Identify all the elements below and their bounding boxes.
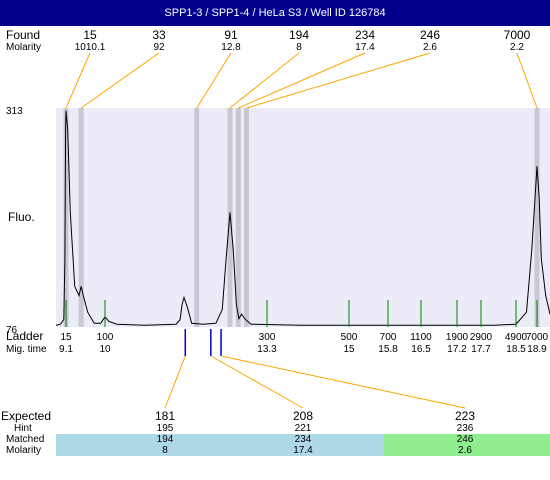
ladder-time-7: 17.7 [471, 344, 491, 355]
found-molarity-6: 2.2 [510, 42, 524, 53]
plot-area [56, 108, 550, 327]
hint-label: Hint [14, 423, 32, 434]
matched-molarity-0: 8 [162, 445, 168, 456]
expected-size-0: 181 [155, 409, 175, 423]
found-connector-4 [238, 52, 366, 109]
found-size-0: 15 [83, 28, 97, 42]
ladder-size-6: 1900 [446, 332, 469, 343]
found-size-4: 234 [355, 28, 375, 42]
ladder-size-2: 300 [259, 332, 276, 343]
expected-connector-1 [210, 355, 304, 409]
title-bar: SPP1-3 / SPP1-4 / HeLa S3 / Well ID 1267… [0, 0, 550, 26]
matched-row-blue [56, 434, 384, 456]
expected-hint-0: 195 [157, 423, 174, 434]
found-molarity-4: 17.4 [355, 42, 375, 53]
ladder-size-5: 1100 [410, 332, 432, 343]
expected-hint-1: 221 [295, 423, 312, 434]
found-molarity-0: 1010.1 [75, 42, 106, 53]
found-connector-3 [229, 52, 300, 109]
expected-connector-2 [220, 355, 466, 409]
ladder-time-3: 15 [343, 344, 355, 355]
matched-row-green [384, 434, 550, 456]
peak-band-4 [235, 108, 241, 327]
peak-band-6 [534, 108, 540, 327]
found-size-1: 33 [152, 28, 166, 42]
ladder-time-1: 10 [99, 344, 111, 355]
expected-size-2: 223 [455, 409, 475, 423]
y-tick-min: 76 [6, 325, 18, 336]
ladder-size-3: 500 [341, 332, 358, 343]
matched-size-0: 194 [157, 434, 174, 445]
peak-band-1 [78, 108, 84, 327]
matched-size-2: 246 [457, 434, 474, 445]
y-axis-label: Fluo. [8, 210, 35, 224]
found-size-6: 7000 [504, 28, 531, 42]
ladder-size-9: 7000 [526, 332, 549, 343]
found-molarity-5: 2.6 [423, 42, 437, 53]
found-size-3: 194 [289, 28, 309, 42]
found-connector-2 [196, 52, 232, 109]
found-molarity-2: 12.8 [221, 42, 241, 53]
found-connector-6 [516, 52, 538, 109]
found-label: Found [6, 28, 40, 42]
found-connector-0 [65, 52, 91, 109]
ladder-time-4: 15.8 [378, 344, 398, 355]
found-connector-5 [246, 52, 431, 109]
mig-time-label: Mig. time [6, 344, 47, 355]
ladder-time-6: 17.2 [447, 344, 467, 355]
ladder-time-0: 9.1 [59, 344, 73, 355]
found-connector-1 [80, 52, 160, 109]
trace-line [55, 110, 550, 326]
expected-label: Expected [1, 409, 51, 423]
ladder-time-9: 18.9 [527, 344, 547, 355]
matched-molarity-1: 17.4 [293, 445, 313, 456]
expected-size-1: 208 [293, 409, 313, 423]
matched-size-1: 234 [295, 434, 312, 445]
found-molarity-3: 8 [296, 42, 302, 53]
matched-molarity-2: 2.6 [458, 445, 472, 456]
ladder-label: Ladder [6, 329, 43, 343]
found-molarity-1: 92 [153, 42, 165, 53]
molarity-bottom-label: Molarity [6, 445, 41, 456]
found-size-5: 246 [420, 28, 440, 42]
expected-connector-0 [164, 355, 186, 409]
peak-band-0 [63, 108, 69, 327]
molarity-label: Molarity [6, 42, 41, 53]
ladder-size-4: 700 [380, 332, 397, 343]
ladder-time-8: 18.5 [506, 344, 526, 355]
matched-label: Matched [6, 434, 44, 445]
ladder-size-7: 2900 [470, 332, 493, 343]
ladder-time-5: 16.5 [411, 344, 431, 355]
ladder-time-2: 13.3 [257, 344, 277, 355]
ladder-size-0: 15 [60, 332, 72, 343]
expected-hint-2: 236 [457, 423, 474, 434]
found-size-2: 91 [224, 28, 238, 42]
peak-band-2 [194, 108, 200, 327]
peak-band-5 [244, 108, 250, 327]
page-title: SPP1-3 / SPP1-4 / HeLa S3 / Well ID 1267… [164, 7, 386, 19]
y-tick-max: 313 [6, 106, 23, 117]
ladder-size-8: 4900 [505, 332, 528, 343]
ladder-size-1: 100 [97, 332, 114, 343]
